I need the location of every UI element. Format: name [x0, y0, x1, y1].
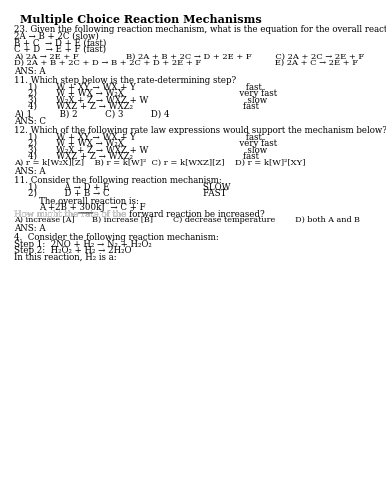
Text: A) 1          B) 2          C) 3          D) 4: A) 1 B) 2 C) 3 D) 4 [14, 109, 169, 118]
Text: B + C  → D + E (fast): B + C → D + E (fast) [14, 38, 106, 48]
Text: ANS: A: ANS: A [14, 167, 46, 176]
Text: Step 1:  2NO + H₂ → N₂ + H₂O₂: Step 1: 2NO + H₂ → N₂ + H₂O₂ [14, 240, 152, 248]
Text: ANS: A: ANS: A [14, 224, 46, 234]
Text: 23. Given the following reaction mechanism, what is the equation for the overall: 23. Given the following reaction mechani… [14, 25, 386, 34]
Text: 1)          A → D + E                                  SLOW: 1) A → D + E SLOW [28, 182, 230, 192]
Text: Multiple Choice Reaction Mechanisms: Multiple Choice Reaction Mechanisms [20, 14, 262, 24]
Text: 2)          D + B → C                                  FAST: 2) D + B → C FAST [28, 188, 226, 198]
Text: 4.  Consider the following reaction mechanism:: 4. Consider the following reaction mecha… [14, 233, 218, 242]
Text: 3)       W₂X + Z → WXZ + W                                    slow: 3) W₂X + Z → WXZ + W slow [28, 95, 267, 104]
Text: A) r = k[W₂X][Z]    B) r = k[W]²  C) r = k[WXZ][Z]    D) r = k[W]²[XY]: A) r = k[W₂X][Z] B) r = k[W]² C) r = k[W… [14, 159, 305, 167]
Text: How might the rate of the forward reaction be increased?: How might the rate of the forward reacti… [14, 210, 264, 219]
Text: The overall reaction is:: The overall reaction is: [39, 196, 139, 205]
Text: A) increase [A]       B) increase [B]        C) decrease temperature        D) b: A) increase [A] B) increase [B] C) decre… [14, 216, 360, 224]
Text: C + D  → E + F (fast): C + D → E + F (fast) [14, 45, 106, 54]
Text: 3)       W₂X + Z → WXZ + W                                    slow: 3) W₂X + Z → WXZ + W slow [28, 145, 267, 154]
Text: ANS: C: ANS: C [14, 117, 46, 126]
Text: 11. Which step below is the rate-determining step?: 11. Which step below is the rate-determi… [14, 76, 236, 85]
Text: 11. Consider the following reaction mechanism:: 11. Consider the following reaction mech… [14, 176, 222, 185]
Text: D) 2A + B + 2C + D → B + 2C + D + 2E + F                            E) 2A + C → : D) 2A + B + 2C + D → B + 2C + D + 2E + F… [14, 59, 358, 67]
Text: 1)       W + XY → WX + Y                                        fast: 1) W + XY → WX + Y fast [28, 132, 262, 141]
Text: 4)       WXZ + Z → WXZ₂                                        fast: 4) WXZ + Z → WXZ₂ fast [28, 152, 259, 160]
Text: How might the rate of the: How might the rate of the [14, 210, 129, 219]
Text: In this reaction, H₂ is a:: In this reaction, H₂ is a: [14, 252, 117, 262]
Text: A) 2A → 2E + F                  B) 2A + B + 2C → D + 2E + F         C) 2A + 2C →: A) 2A → 2E + F B) 2A + B + 2C → D + 2E +… [14, 52, 364, 60]
Text: 2)       W + WX → W₂X                                          very fast: 2) W + WX → W₂X very fast [28, 138, 277, 148]
Text: Step 2:  H₂O₂ + H₂ → 2H₂O: Step 2: H₂O₂ + H₂ → 2H₂O [14, 246, 131, 255]
Text: A +2B + 300kJ  → C + F: A +2B + 300kJ → C + F [39, 203, 146, 212]
Text: 2)       W + WX → W₂X                                          very fast: 2) W + WX → W₂X very fast [28, 89, 277, 98]
Text: 12. Which of the following rate law expressions would support the mechanism belo: 12. Which of the following rate law expr… [14, 126, 386, 135]
Text: 2A → B + 2C (slow): 2A → B + 2C (slow) [14, 32, 99, 41]
Text: ANS: A: ANS: A [14, 67, 46, 76]
Text: 4)       WXZ + Z → WXZ₂                                        fast: 4) WXZ + Z → WXZ₂ fast [28, 102, 259, 110]
Text: 1)       W + XY → WX + Y                                        fast: 1) W + XY → WX + Y fast [28, 82, 262, 92]
